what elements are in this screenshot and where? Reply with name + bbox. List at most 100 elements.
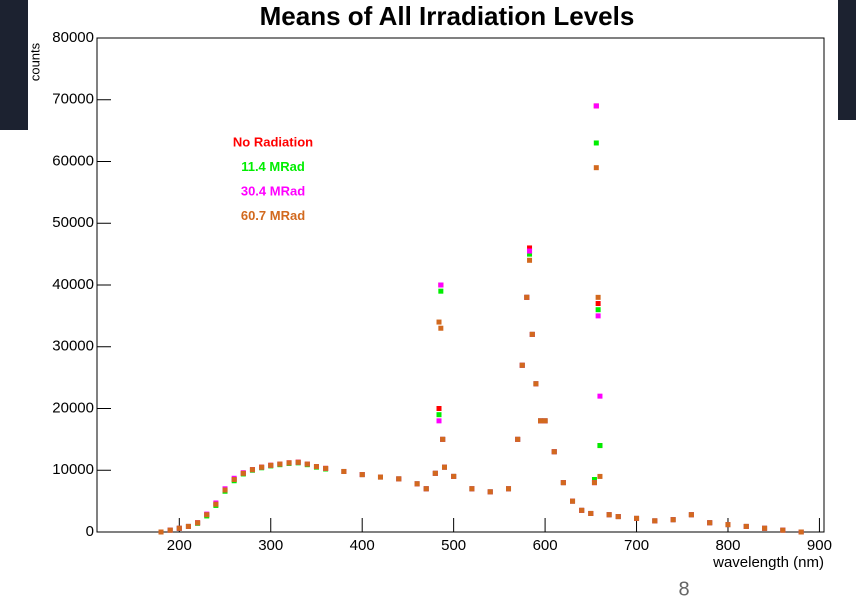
- plot-frame: [96, 37, 825, 533]
- data-point: [436, 412, 442, 418]
- data-point: [780, 527, 786, 533]
- slide-background: [838, 0, 856, 120]
- data-point: [743, 523, 749, 529]
- data-point: [438, 288, 444, 294]
- data-point: [591, 480, 597, 486]
- data-point: [593, 165, 599, 171]
- y-tick-label: 40000: [52, 276, 94, 293]
- y-tick-label: 70000: [52, 91, 94, 108]
- data-point: [176, 525, 182, 531]
- data-point: [570, 498, 576, 504]
- data-point: [762, 525, 768, 531]
- data-point: [538, 418, 544, 424]
- data-point: [323, 465, 329, 471]
- data-point: [725, 522, 731, 528]
- x-tick-label: 900: [807, 537, 832, 554]
- data-point: [519, 362, 525, 368]
- data-point: [414, 481, 420, 487]
- data-point: [167, 527, 173, 533]
- data-point: [597, 443, 603, 449]
- data-point: [341, 468, 347, 474]
- data-point: [579, 507, 585, 513]
- data-point: [527, 245, 533, 251]
- data-point: [249, 467, 255, 473]
- data-point: [524, 294, 530, 300]
- data-point: [451, 473, 457, 479]
- data-point: [670, 517, 676, 523]
- data-point: [591, 477, 597, 483]
- data-point: [286, 460, 292, 466]
- y-tick-label: 80000: [52, 29, 94, 46]
- y-tick-label: 10000: [52, 461, 94, 478]
- data-point: [295, 459, 301, 465]
- data-point: [560, 480, 566, 486]
- data-point: [213, 501, 219, 507]
- legend-entry: No Radiation: [233, 134, 313, 149]
- data-point: [268, 462, 274, 468]
- x-tick-label: 600: [533, 537, 558, 554]
- x-tick-label: 700: [624, 537, 649, 554]
- page-number: 8: [678, 578, 689, 600]
- x-tick-label: 400: [350, 537, 375, 554]
- data-point: [240, 470, 246, 476]
- data-point: [438, 325, 444, 331]
- y-tick-label: 60000: [52, 152, 94, 169]
- data-point: [798, 529, 804, 535]
- data-point: [185, 523, 191, 529]
- data-point: [440, 436, 446, 442]
- data-point: [259, 464, 265, 470]
- x-tick-label: 800: [715, 537, 740, 554]
- x-tick-label: 200: [167, 537, 192, 554]
- data-point: [595, 301, 601, 307]
- data-point: [436, 319, 442, 325]
- data-point: [551, 449, 557, 455]
- data-point: [597, 393, 603, 399]
- data-point: [593, 140, 599, 146]
- data-point: [606, 512, 612, 518]
- data-point: [438, 282, 444, 288]
- data-point: [313, 464, 319, 470]
- data-point: [277, 461, 283, 467]
- data-point: [396, 476, 402, 482]
- data-point: [688, 512, 694, 518]
- data-point: [634, 515, 640, 521]
- data-point: [195, 520, 201, 526]
- data-point: [533, 381, 539, 387]
- data-point: [707, 520, 713, 526]
- x-axis-label: wavelength (nm): [712, 554, 824, 571]
- y-tick-label: 20000: [52, 399, 94, 416]
- data-point: [487, 489, 493, 495]
- data-point: [359, 472, 365, 478]
- data-point: [588, 510, 594, 516]
- data-point: [158, 529, 164, 535]
- data-point: [527, 248, 533, 254]
- legend-entry: 30.4 MRad: [241, 183, 305, 198]
- x-tick-label: 500: [441, 537, 466, 554]
- data-point: [527, 251, 533, 257]
- chart-title: Means of All Irradiation Levels: [260, 1, 635, 31]
- data-point: [529, 331, 535, 337]
- data-point: [441, 464, 447, 470]
- data-point: [304, 461, 310, 467]
- data-point: [595, 313, 601, 319]
- data-point: [469, 486, 475, 492]
- data-point: [515, 436, 521, 442]
- legend-entry: 60.7 MRad: [241, 208, 305, 223]
- data-point: [595, 294, 601, 300]
- data-point: [436, 418, 442, 424]
- data-point: [432, 470, 438, 476]
- data-point: [597, 473, 603, 479]
- legend-entry: 11.4 MRad: [241, 159, 305, 174]
- data-point: [231, 477, 237, 483]
- y-tick-label: 0: [86, 523, 94, 540]
- y-tick-label: 30000: [52, 338, 94, 355]
- data-point: [615, 514, 621, 520]
- data-point: [423, 486, 429, 492]
- data-point: [377, 474, 383, 480]
- data-point: [527, 257, 533, 263]
- data-point: [652, 518, 658, 524]
- data-point: [506, 486, 512, 492]
- x-tick-label: 300: [258, 537, 283, 554]
